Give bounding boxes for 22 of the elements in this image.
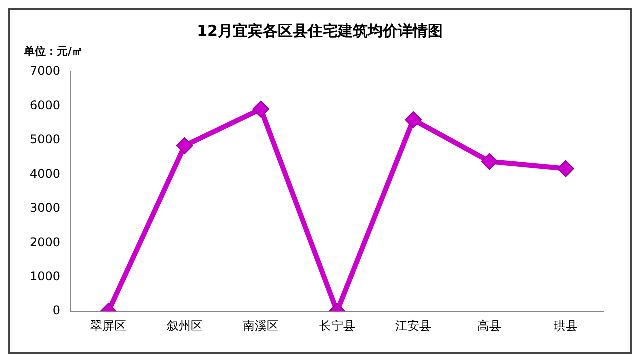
x-tick-label: 翠屏区 <box>90 318 127 333</box>
y-tick-label: 0 <box>52 304 61 318</box>
x-tick-label: 珙县 <box>554 318 578 333</box>
y-tick-label: 6000 <box>30 98 61 112</box>
y-tick-label: 7000 <box>30 64 61 78</box>
x-tick-label: 江安县 <box>395 318 432 333</box>
y-axis-title: 单位：元/㎡ <box>23 44 84 58</box>
point <box>404 111 422 128</box>
chart-title: 12月宜宾各区县住宅建筑均价详情图 <box>197 22 443 40</box>
x-tick-label: 叙州区 <box>166 318 203 333</box>
x-tick-label: 长宁县 <box>319 318 356 333</box>
point <box>557 160 574 178</box>
point <box>481 153 498 170</box>
point <box>176 137 194 154</box>
y-tick-label: 2000 <box>30 235 61 250</box>
x-tick-label: 高县 <box>478 318 502 333</box>
y-tick-label: 4000 <box>30 166 61 181</box>
y-tick-label: 5000 <box>30 132 61 147</box>
point <box>252 100 270 118</box>
x-tick-label: 南溪区 <box>243 318 280 333</box>
y-tick-label: 1000 <box>30 269 61 284</box>
y-tick-label: 3000 <box>30 201 61 216</box>
